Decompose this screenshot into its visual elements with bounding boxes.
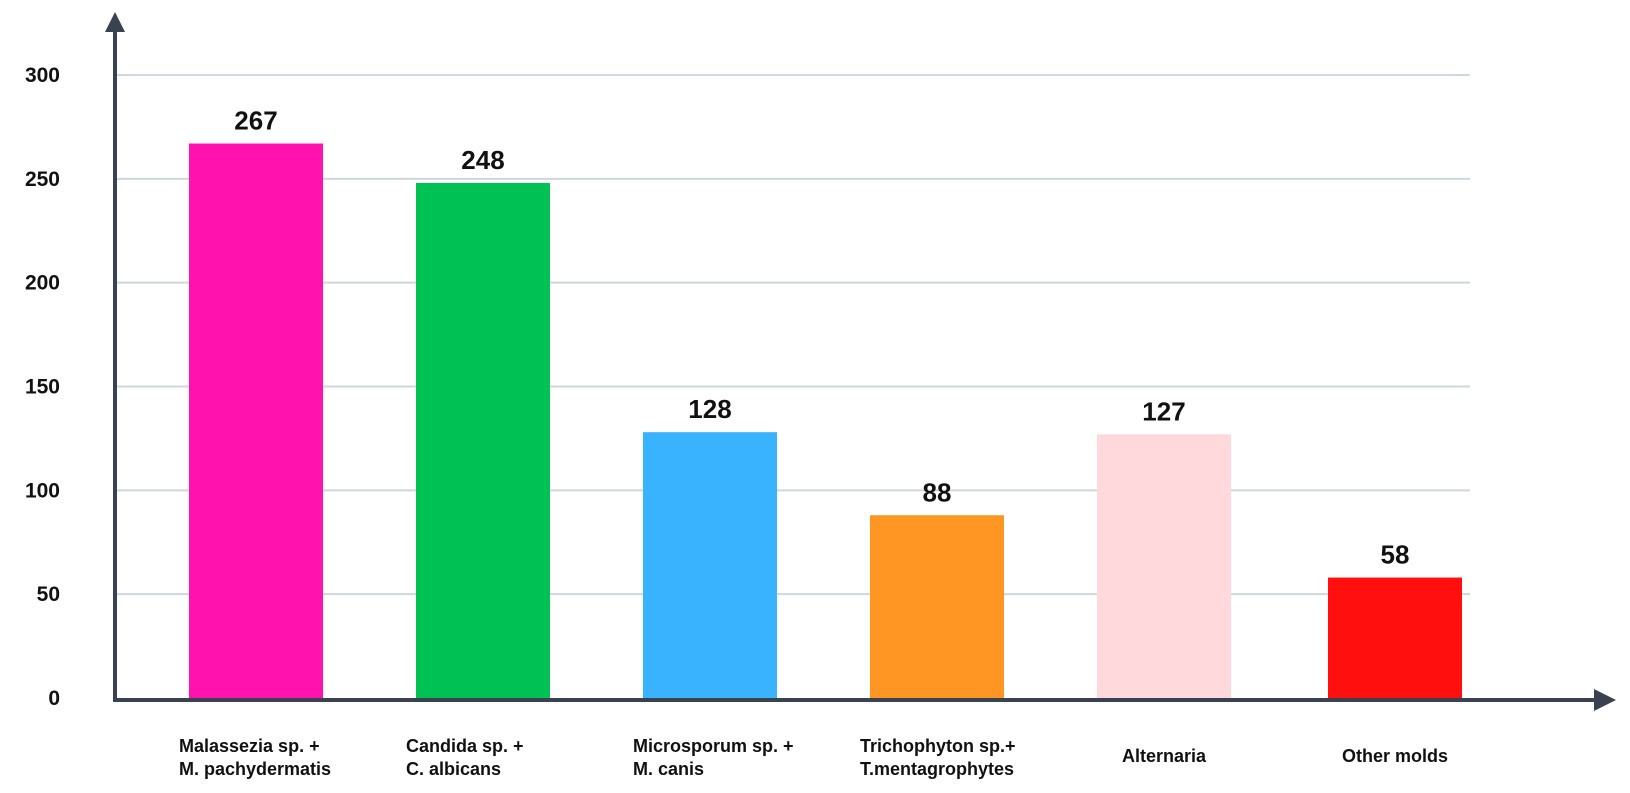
y-axis-ticks: 0 50 100 150 200 250 300 xyxy=(25,64,60,710)
bar xyxy=(870,515,1004,698)
y-tick-label: 0 xyxy=(48,687,60,710)
y-tick-label: 150 xyxy=(25,376,60,399)
x-tick-label: M. pachydermatis xyxy=(179,759,331,779)
x-axis-labels: Malassezia sp. + M. pachydermatis Candida … xyxy=(179,736,1448,779)
x-tick-label: Candida sp. + xyxy=(406,736,524,756)
y-tick-label: 300 xyxy=(25,64,60,87)
data-label: 58 xyxy=(1381,540,1410,570)
axes xyxy=(105,12,1616,711)
x-tick-label: Microsporum sp. + xyxy=(633,736,794,756)
x-tick-label: Other molds xyxy=(1342,746,1448,766)
x-tick-label: Malassezia sp. + xyxy=(179,736,320,756)
data-labels: 267 248 128 88 127 58 xyxy=(234,106,1409,570)
bar xyxy=(643,432,777,698)
bar xyxy=(416,182,550,698)
y-tick-label: 50 xyxy=(37,583,60,606)
y-tick-label: 250 xyxy=(25,168,60,191)
bars xyxy=(189,143,1462,698)
x-axis-arrow-icon xyxy=(1594,689,1616,711)
x-tick-label: M. canis xyxy=(633,759,704,779)
y-tick-label: 200 xyxy=(25,272,60,295)
y-axis-arrow-icon xyxy=(105,12,125,32)
bar xyxy=(189,143,323,698)
x-tick-label: Trichophyton sp.+ xyxy=(860,736,1016,756)
bar xyxy=(1328,577,1462,698)
gridlines xyxy=(115,74,1470,596)
data-label: 248 xyxy=(461,145,504,175)
x-tick-label: T.mentagrophytes xyxy=(860,759,1014,779)
y-tick-label: 100 xyxy=(25,479,60,502)
x-tick-label: Alternaria xyxy=(1122,746,1207,766)
data-label: 128 xyxy=(688,394,731,424)
bar xyxy=(1097,434,1231,698)
data-label: 267 xyxy=(234,106,277,136)
data-label: 127 xyxy=(1142,396,1185,426)
data-label: 88 xyxy=(923,477,952,507)
x-tick-label: C. albicans xyxy=(406,759,501,779)
